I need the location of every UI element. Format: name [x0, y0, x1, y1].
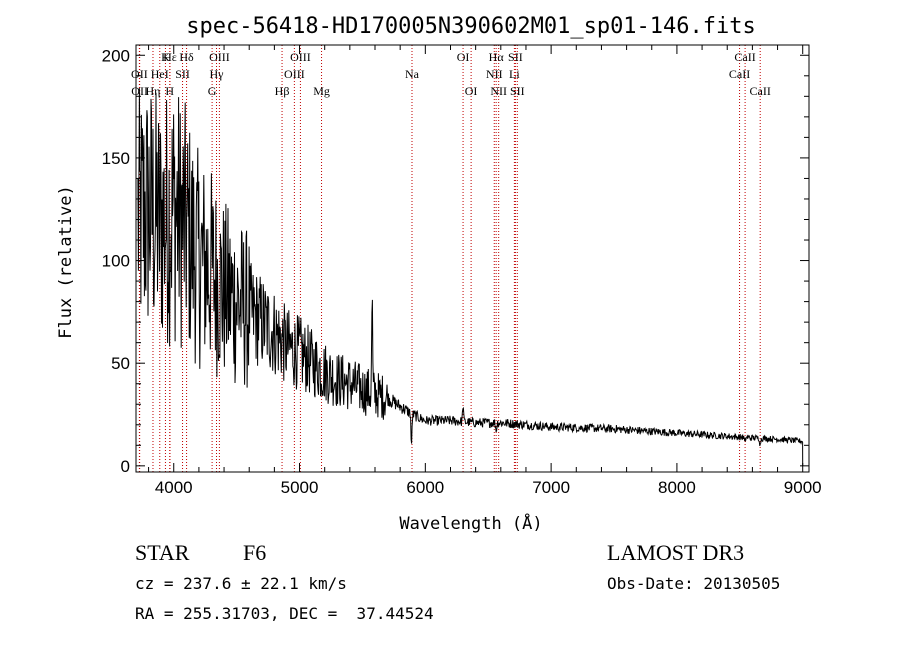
line-label: Mg	[313, 84, 330, 98]
y-tick-label: 150	[102, 149, 130, 168]
x-tick-label: 6000	[406, 478, 444, 497]
line-label: OI	[457, 50, 470, 64]
line-label: OIII	[209, 50, 230, 64]
line-label: Hγ	[210, 67, 225, 81]
line-label: H	[165, 84, 174, 98]
spectrum-line	[137, 88, 804, 466]
plot-frame	[135, 44, 810, 473]
x-tick-label: 9000	[784, 478, 822, 497]
line-label: Hβ	[275, 84, 290, 98]
obs-date: Obs-Date: 20130505	[607, 574, 781, 593]
axes: 4000 5000 6000 7000 8000 9000 0 50 100 150 200	[102, 44, 822, 497]
line-label: K	[161, 50, 170, 64]
survey-name: LAMOST DR3	[607, 540, 745, 565]
line-label: OII	[131, 67, 148, 81]
line-label: NII	[486, 67, 503, 81]
x-tick-label: 4000	[155, 478, 193, 497]
line-label: Hη	[146, 84, 161, 98]
chart-title: spec-56418-HD170005N390602M01_sp01-146.f…	[186, 14, 756, 39]
coordinates: RA = 255.31703, DEC = 37.44524	[135, 604, 434, 623]
x-axis-label: Wavelength (Å)	[399, 512, 542, 534]
line-label: SII	[175, 67, 190, 81]
x-tick-label: 7000	[532, 478, 570, 497]
y-tick-label: 0	[121, 457, 130, 476]
object-subclass: F6	[243, 540, 267, 565]
line-label: Hε	[163, 50, 177, 64]
line-label: OI	[465, 84, 478, 98]
line-label: CaII	[734, 50, 755, 64]
redshift-text: cz = 237.6 ± 22.1 km/s	[135, 574, 347, 593]
object-class: STAR	[135, 540, 190, 565]
line-label: Hδ	[179, 50, 194, 64]
line-label: Hα	[489, 50, 505, 64]
line-label: OII	[131, 84, 148, 98]
line-label: HeI	[151, 67, 169, 81]
y-tick-label: 100	[102, 252, 130, 271]
reference-lines	[138, 45, 761, 472]
line-label: SII	[510, 84, 525, 98]
y-tick-label: 200	[102, 46, 130, 65]
y-axis-label: Flux (relative)	[56, 185, 76, 339]
line-label: OIII	[284, 67, 305, 81]
x-tick-label: 8000	[658, 478, 696, 497]
line-label: Na	[405, 67, 420, 81]
x-tick-label: 5000	[281, 478, 319, 497]
line-label: Li	[509, 67, 520, 81]
line-label: CaII	[750, 84, 771, 98]
line-label: OIII	[290, 50, 311, 64]
line-label: SII	[508, 50, 523, 64]
line-label: G	[208, 84, 217, 98]
spectrum-series	[137, 88, 804, 466]
y-tick-label: 50	[111, 354, 130, 373]
line-label: NII	[490, 84, 507, 98]
line-label: CaII	[729, 67, 750, 81]
